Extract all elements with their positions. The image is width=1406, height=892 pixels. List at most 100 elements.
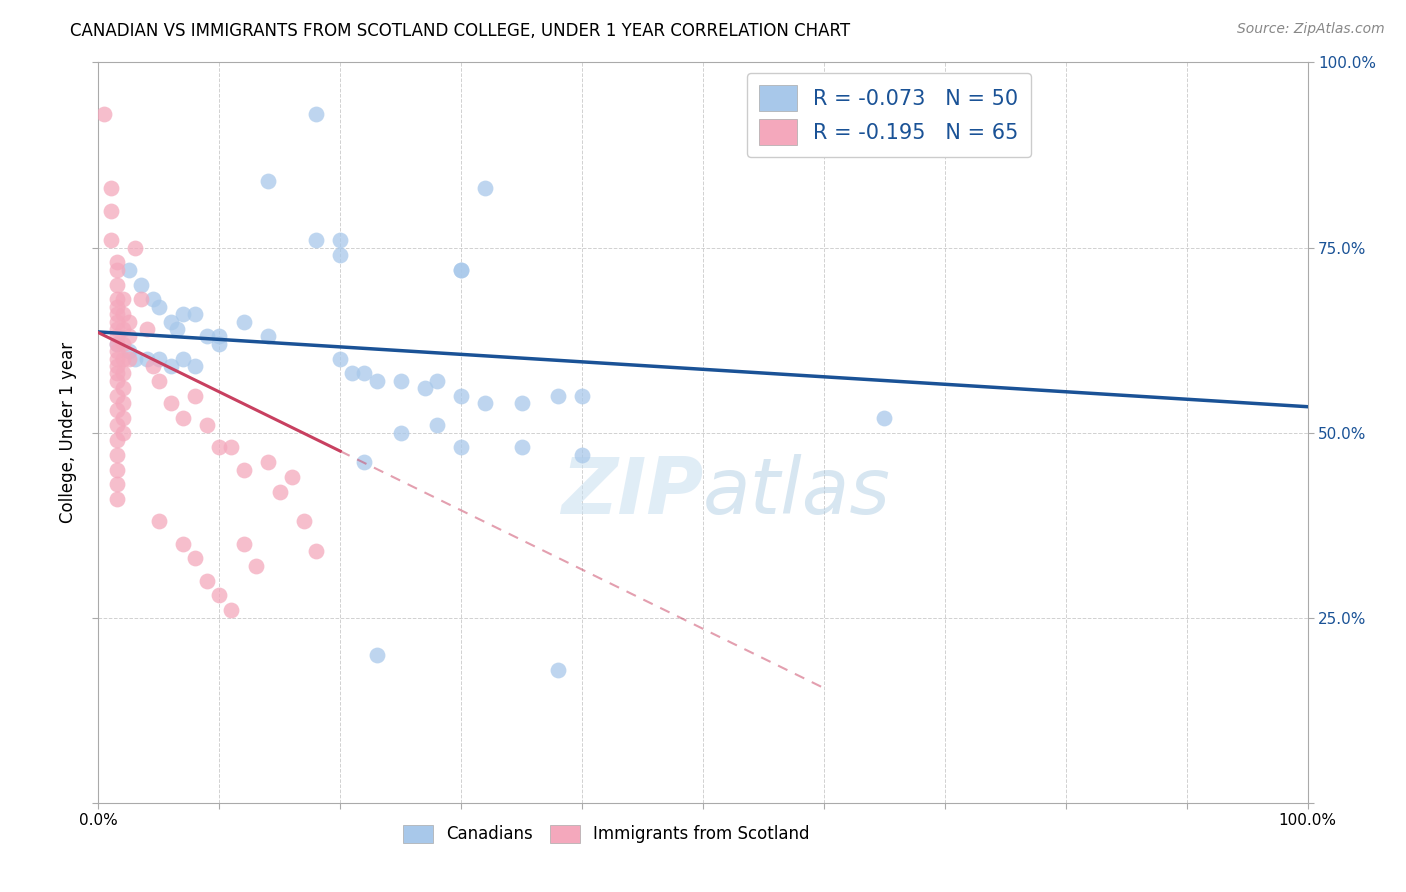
Point xyxy=(105,448,128,462)
Point xyxy=(105,477,128,491)
Point xyxy=(148,300,170,314)
Point xyxy=(172,410,194,425)
Point xyxy=(105,462,128,476)
Point xyxy=(129,293,152,307)
Point xyxy=(105,329,128,343)
Point xyxy=(305,544,328,558)
Point xyxy=(366,374,388,388)
Point xyxy=(148,515,170,529)
Point xyxy=(105,418,128,433)
Point xyxy=(329,248,352,262)
Point xyxy=(160,314,183,328)
Point xyxy=(366,648,388,662)
Point xyxy=(105,374,128,388)
Point xyxy=(166,322,188,336)
Point xyxy=(118,314,141,328)
Point xyxy=(256,174,278,188)
Point xyxy=(105,307,128,321)
Point xyxy=(195,329,218,343)
Point xyxy=(105,277,128,292)
Point xyxy=(256,455,278,469)
Point xyxy=(305,107,328,121)
Point xyxy=(256,329,278,343)
Point xyxy=(292,515,315,529)
Point xyxy=(135,351,157,366)
Point xyxy=(450,262,472,277)
Point xyxy=(426,374,449,388)
Text: CANADIAN VS IMMIGRANTS FROM SCOTLAND COLLEGE, UNDER 1 YEAR CORRELATION CHART: CANADIAN VS IMMIGRANTS FROM SCOTLAND COL… xyxy=(70,22,851,40)
Point xyxy=(118,262,141,277)
Point xyxy=(93,107,115,121)
Text: atlas: atlas xyxy=(703,454,891,530)
Point xyxy=(245,558,267,573)
Point xyxy=(873,410,896,425)
Point xyxy=(100,233,122,247)
Point xyxy=(571,448,593,462)
Point xyxy=(118,329,141,343)
Point xyxy=(100,203,122,218)
Point xyxy=(184,307,207,321)
Point xyxy=(269,484,291,499)
Point xyxy=(105,300,128,314)
Point xyxy=(281,470,304,484)
Point xyxy=(148,351,170,366)
Point xyxy=(105,255,128,269)
Point xyxy=(111,396,134,410)
Point xyxy=(148,374,170,388)
Point xyxy=(426,418,449,433)
Point xyxy=(571,388,593,402)
Point xyxy=(105,351,128,366)
Point xyxy=(195,574,218,588)
Point xyxy=(105,262,128,277)
Point xyxy=(450,262,472,277)
Point xyxy=(111,381,134,395)
Point xyxy=(111,367,134,381)
Point xyxy=(105,367,128,381)
Point xyxy=(105,336,128,351)
Point xyxy=(389,374,412,388)
Point xyxy=(510,441,533,455)
Point xyxy=(111,307,134,321)
Point xyxy=(172,351,194,366)
Point xyxy=(450,441,472,455)
Point xyxy=(142,293,165,307)
Point xyxy=(208,329,231,343)
Point xyxy=(389,425,412,440)
Point xyxy=(353,367,375,381)
Point xyxy=(111,410,134,425)
Point xyxy=(160,396,183,410)
Point xyxy=(232,314,254,328)
Text: Source: ZipAtlas.com: Source: ZipAtlas.com xyxy=(1237,22,1385,37)
Point xyxy=(105,492,128,507)
Point xyxy=(172,536,194,550)
Point xyxy=(118,351,141,366)
Point xyxy=(184,359,207,373)
Point xyxy=(342,367,364,381)
Point xyxy=(105,388,128,402)
Point xyxy=(413,381,436,395)
Point xyxy=(105,336,128,351)
Point xyxy=(195,418,218,433)
Point xyxy=(510,396,533,410)
Point xyxy=(124,240,146,255)
Point xyxy=(105,314,128,328)
Point xyxy=(105,403,128,417)
Point xyxy=(329,233,352,247)
Legend: Canadians, Immigrants from Scotland: Canadians, Immigrants from Scotland xyxy=(396,818,817,850)
Point xyxy=(172,307,194,321)
Point xyxy=(208,589,231,603)
Point xyxy=(305,233,328,247)
Point xyxy=(105,433,128,447)
Point xyxy=(105,344,128,359)
Point xyxy=(111,336,134,351)
Point xyxy=(329,351,352,366)
Point xyxy=(184,388,207,402)
Point xyxy=(474,396,496,410)
Point xyxy=(184,551,207,566)
Point xyxy=(221,603,243,617)
Point xyxy=(221,441,243,455)
Point xyxy=(353,455,375,469)
Point xyxy=(124,351,146,366)
Point xyxy=(111,293,134,307)
Point xyxy=(208,336,231,351)
